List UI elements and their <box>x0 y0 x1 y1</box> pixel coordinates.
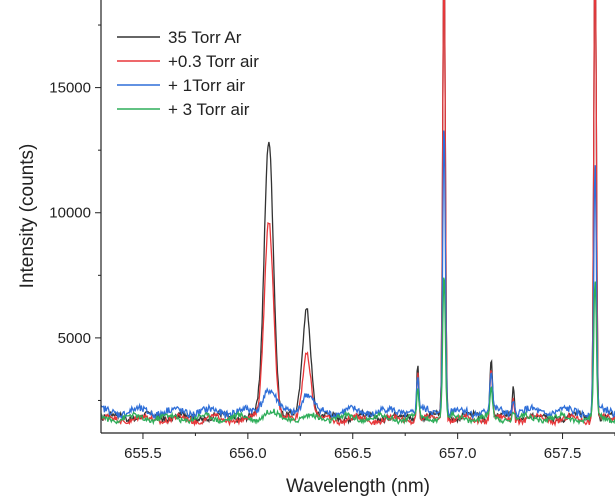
y-tick-label: 10000 <box>49 205 91 222</box>
x-axis-label: Wavelength (nm) <box>286 476 430 497</box>
x-tick-label: 657.5 <box>544 445 582 462</box>
x-tick-label: 655.5 <box>124 445 162 462</box>
x-tick-label: 656.0 <box>229 445 267 462</box>
series-line-4 <box>101 277 615 426</box>
legend-label-1: 35 Torr Ar <box>168 28 242 47</box>
y-tick-label: 5000 <box>58 330 91 347</box>
x-tick-label: 657.0 <box>439 445 477 462</box>
legend-label-4: + 3 Torr air <box>168 100 250 119</box>
plot-background <box>101 0 615 433</box>
y-axis-label: Intensity (counts) <box>17 144 38 289</box>
axes-layer: 655.5 656.0 656.5 657.0 657.5 5000 10000 15000 <box>49 0 615 462</box>
series-layer <box>101 0 615 428</box>
legend-label-3: + 1Torr air <box>168 76 245 95</box>
series-line-3 <box>101 130 615 420</box>
legend: 35 Torr Ar +0.3 Torr air + 1Torr air + 3 To… <box>117 28 259 119</box>
x-tick-label: 656.5 <box>334 445 372 462</box>
legend-label-2: +0.3 Torr air <box>168 52 259 71</box>
y-tick-label: 15000 <box>49 80 91 97</box>
